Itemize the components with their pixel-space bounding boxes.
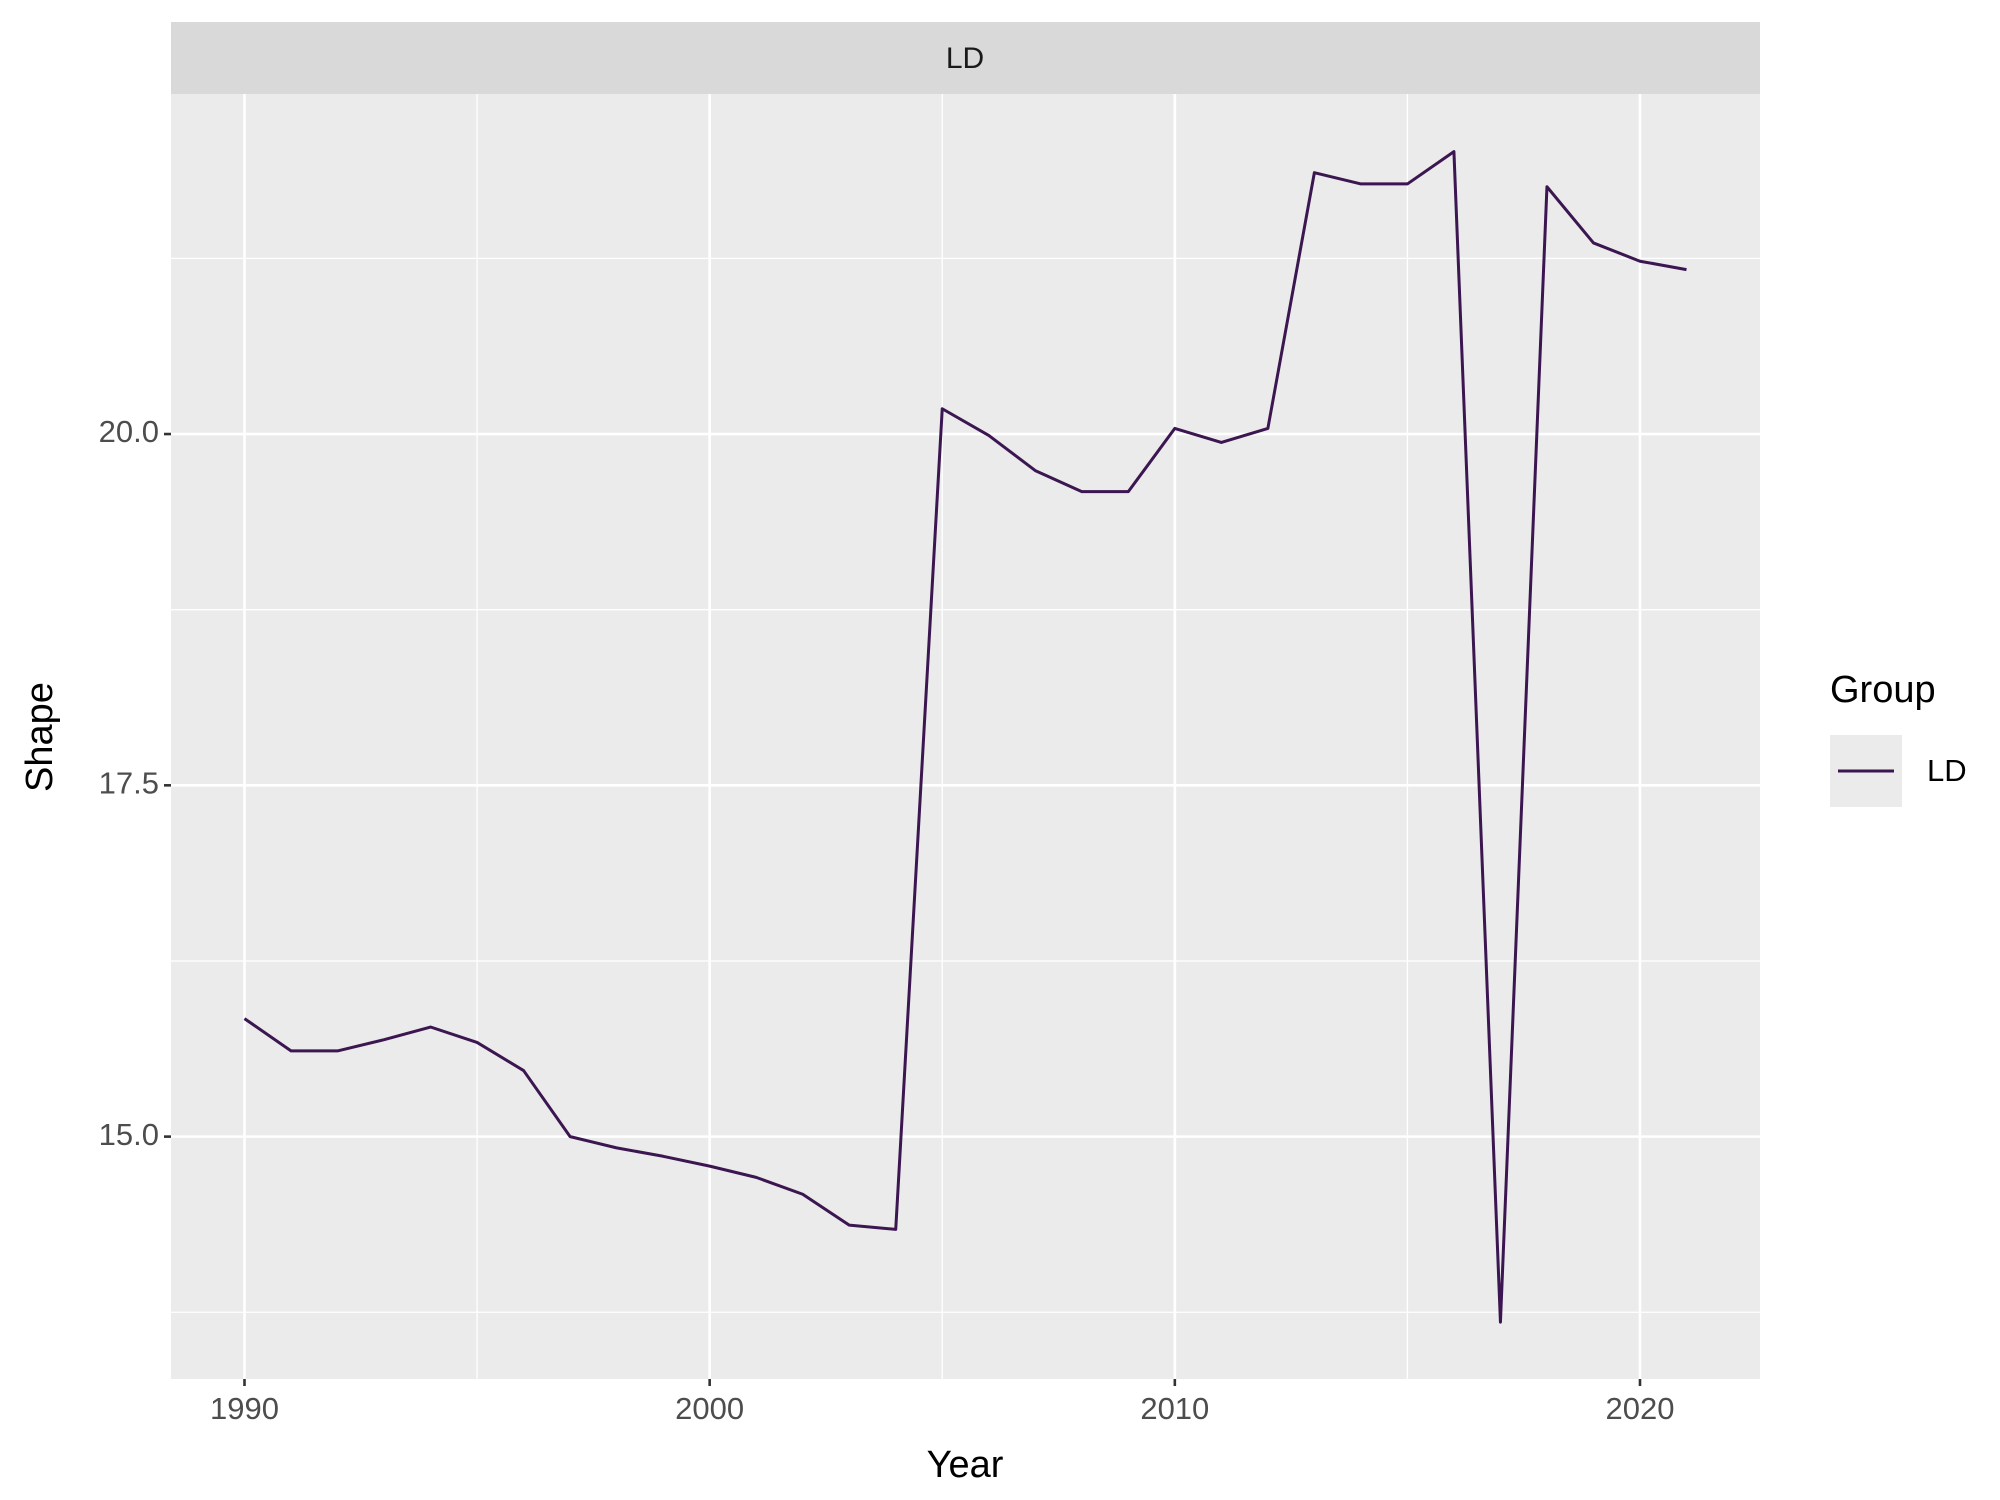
x-tick-label: 1990 bbox=[210, 1391, 279, 1426]
x-tick-label: 2010 bbox=[1140, 1391, 1209, 1426]
y-tick-label: 15.0 bbox=[99, 1117, 159, 1152]
panel bbox=[171, 94, 1760, 1379]
x-tick-label: 2020 bbox=[1606, 1391, 1675, 1426]
strip bbox=[171, 22, 1760, 94]
x-tick-label: 2000 bbox=[675, 1391, 744, 1426]
grid bbox=[171, 94, 1760, 1379]
series-line bbox=[243, 150, 1687, 1324]
marks bbox=[243, 150, 1687, 1324]
legend-title: Group bbox=[1830, 669, 1936, 711]
y-tick-label: 17.5 bbox=[99, 766, 159, 801]
y-axis-title: Shape bbox=[19, 682, 61, 792]
legend-label: LD bbox=[1927, 753, 1967, 788]
strip-label: LD bbox=[946, 42, 984, 75]
x-axis-title: Year bbox=[927, 1444, 1004, 1486]
y-tick-label: 20.0 bbox=[99, 414, 159, 449]
